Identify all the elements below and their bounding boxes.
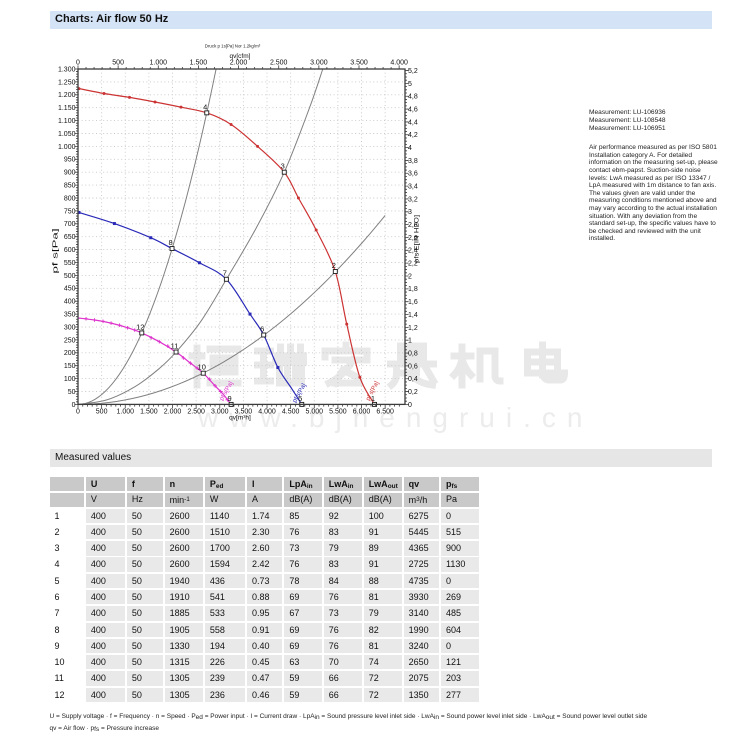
svg-text:11: 11	[171, 341, 179, 350]
svg-text:qv[m³h]: qv[m³h]	[229, 415, 251, 422]
svg-text:6.000: 6.000	[353, 408, 371, 415]
svg-text:500: 500	[64, 273, 76, 280]
svg-text:850: 850	[64, 183, 76, 190]
svg-text:2,6: 2,6	[408, 235, 418, 242]
svg-text:1.250: 1.250	[58, 79, 76, 86]
svg-text:100: 100	[64, 376, 76, 383]
svg-text:3.500: 3.500	[350, 60, 368, 67]
svg-text:2.000: 2.000	[164, 408, 182, 415]
svg-text:900: 900	[64, 170, 76, 177]
svg-text:4,4: 4,4	[408, 119, 418, 126]
svg-text:500: 500	[96, 408, 108, 415]
svg-text:pfs E[IN H2O]: pfs E[IN H2O]	[415, 215, 421, 263]
svg-text:400: 400	[64, 299, 76, 306]
svg-text:750: 750	[64, 208, 76, 215]
svg-text:3: 3	[281, 162, 285, 171]
svg-text:3.500: 3.500	[235, 408, 253, 415]
svg-text:0: 0	[408, 402, 412, 409]
svg-text:600: 600	[64, 247, 76, 254]
svg-text:1,2: 1,2	[408, 325, 418, 332]
svg-text:1: 1	[371, 394, 375, 403]
svg-text:1,8: 1,8	[408, 286, 418, 293]
svg-text:1: 1	[408, 338, 412, 345]
svg-text:50: 50	[68, 389, 76, 396]
svg-text:4.000: 4.000	[390, 60, 408, 67]
svg-text:8: 8	[168, 238, 172, 247]
svg-text:5.000: 5.000	[306, 408, 324, 415]
svg-text:3,2: 3,2	[408, 196, 418, 203]
svg-text:Druck p 1s[Pa] Nor 1.2kg/m³: Druck p 1s[Pa] Nor 1.2kg/m³	[205, 44, 261, 49]
svg-text:5: 5	[408, 81, 412, 88]
svg-text:4: 4	[408, 145, 412, 152]
svg-text:1.000: 1.000	[58, 144, 76, 151]
svg-text:7: 7	[223, 269, 227, 278]
svg-text:0: 0	[72, 402, 76, 409]
svg-text:1.500: 1.500	[190, 60, 208, 67]
svg-text:qv[cfm]: qv[cfm]	[230, 53, 251, 60]
svg-text:1.100: 1.100	[58, 118, 76, 125]
svg-text:pf s[Pa]: pf s[Pa]	[53, 228, 60, 273]
svg-text:4,8: 4,8	[408, 94, 418, 101]
svg-text:12: 12	[136, 322, 144, 331]
svg-text:4,6: 4,6	[408, 106, 418, 113]
svg-text:2.500: 2.500	[270, 60, 288, 67]
svg-text:4.500: 4.500	[282, 408, 300, 415]
svg-text:1.000: 1.000	[150, 60, 168, 67]
svg-text:2.500: 2.500	[187, 408, 205, 415]
svg-text:1.000: 1.000	[116, 408, 134, 415]
svg-text:2,2: 2,2	[408, 261, 418, 268]
svg-text:3,4: 3,4	[408, 184, 418, 191]
svg-text:1,6: 1,6	[408, 299, 418, 306]
svg-text:200: 200	[64, 350, 76, 357]
svg-text:350: 350	[64, 312, 76, 319]
svg-text:3.000: 3.000	[211, 408, 229, 415]
svg-text:0,8: 0,8	[408, 350, 418, 357]
svg-text:800: 800	[64, 195, 76, 202]
svg-text:4,2: 4,2	[408, 132, 418, 139]
svg-text:450: 450	[64, 286, 76, 293]
svg-text:1,4: 1,4	[408, 312, 418, 319]
svg-text:650: 650	[64, 234, 76, 241]
svg-text:950: 950	[64, 157, 76, 164]
svg-text:1.300: 1.300	[58, 66, 76, 73]
svg-text:0,6: 0,6	[408, 363, 418, 370]
svg-text:300: 300	[64, 324, 76, 331]
svg-text:5,2: 5,2	[408, 68, 418, 75]
svg-text:1.150: 1.150	[58, 105, 76, 112]
svg-text:0,4: 0,4	[408, 376, 418, 383]
svg-text:6.500: 6.500	[376, 408, 394, 415]
svg-text:0: 0	[76, 60, 80, 67]
svg-text:10: 10	[198, 363, 206, 372]
svg-text:6: 6	[260, 324, 264, 333]
svg-text:5: 5	[298, 394, 302, 403]
svg-text:700: 700	[64, 221, 76, 228]
svg-text:0,2: 0,2	[408, 389, 418, 396]
svg-text:2: 2	[408, 273, 412, 280]
svg-text:2.000: 2.000	[230, 60, 248, 67]
svg-text:250: 250	[64, 337, 76, 344]
svg-text:4.000: 4.000	[258, 408, 276, 415]
svg-text:150: 150	[64, 363, 76, 370]
svg-text:4: 4	[203, 102, 207, 111]
svg-text:3.000: 3.000	[310, 60, 328, 67]
svg-text:3,6: 3,6	[408, 171, 418, 178]
svg-text:9: 9	[228, 394, 232, 403]
svg-text:500: 500	[112, 60, 124, 67]
svg-text:1.500: 1.500	[140, 408, 158, 415]
svg-text:1.050: 1.050	[58, 131, 76, 138]
svg-text:550: 550	[64, 260, 76, 267]
svg-text:3,8: 3,8	[408, 158, 418, 165]
svg-text:1.200: 1.200	[58, 92, 76, 99]
svg-text:3: 3	[408, 209, 412, 216]
svg-text:2,8: 2,8	[408, 222, 418, 229]
svg-text:0: 0	[76, 408, 80, 415]
svg-text:5.500: 5.500	[329, 408, 347, 415]
svg-text:2,4: 2,4	[408, 248, 418, 255]
svg-text:2: 2	[332, 261, 336, 270]
